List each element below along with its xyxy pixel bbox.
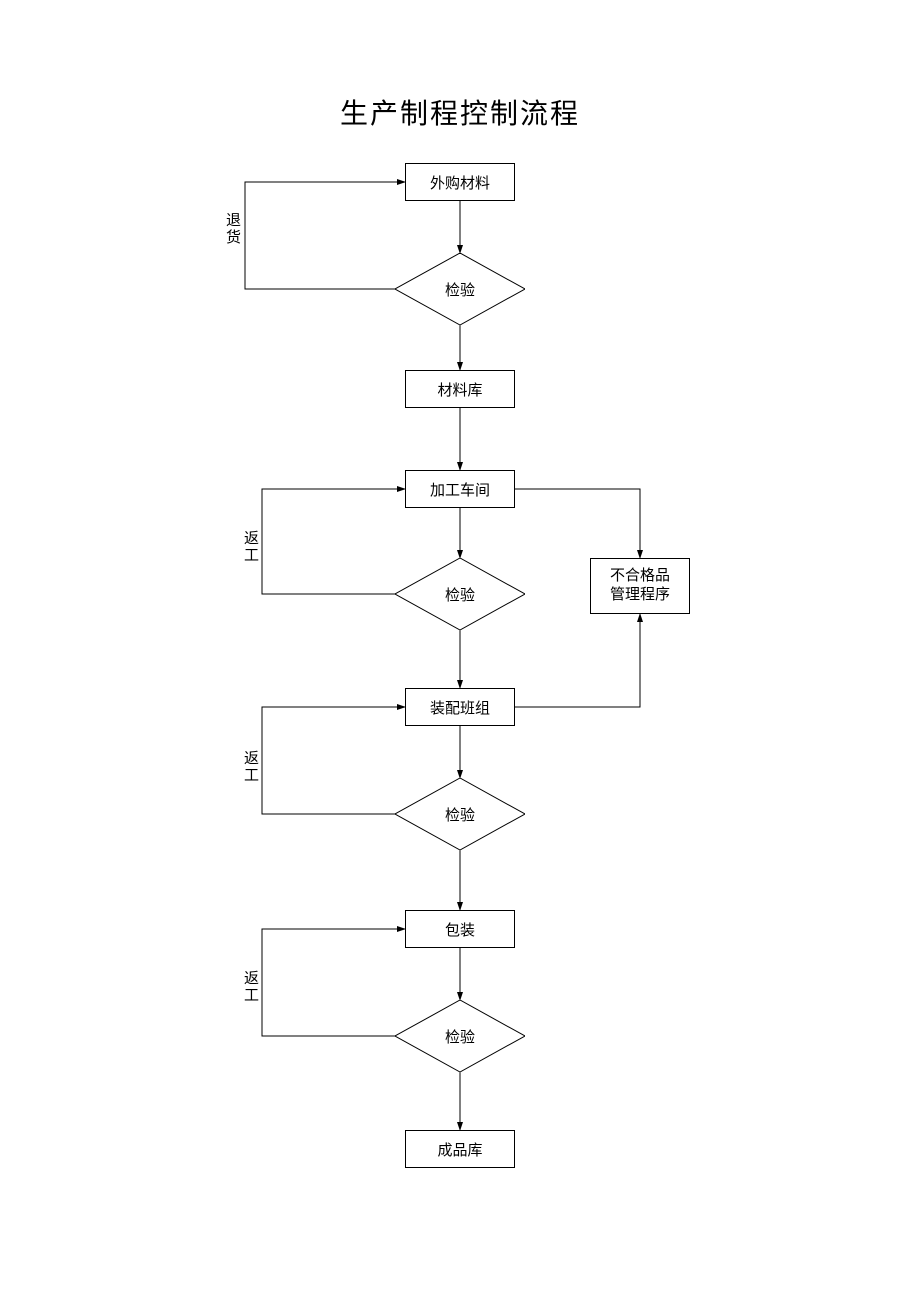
node-inspection-3: 检验: [395, 778, 525, 850]
edge-label-rework-3: 返工: [240, 970, 261, 1004]
node-assembly-team: 装配班组: [405, 688, 515, 726]
node-inspection-4: 检验: [395, 1000, 525, 1072]
node-packaging: 包装: [405, 910, 515, 948]
node-inspection-2: 检验: [395, 558, 525, 630]
edge-label-return-goods: 退货: [222, 212, 243, 246]
node-material-store: 材料库: [405, 370, 515, 408]
node-nonconforming-procedure: 不合格品 管理程序: [590, 558, 690, 614]
edge-label-rework-2: 返工: [240, 750, 261, 784]
node-label: 包装: [445, 919, 475, 940]
node-label: 检验: [445, 1026, 475, 1047]
node-label: 装配班组: [430, 697, 490, 718]
node-label: 不合格品 管理程序: [610, 567, 670, 606]
node-label: 检验: [445, 584, 475, 605]
node-purchase-materials: 外购材料: [405, 163, 515, 201]
node-label: 外购材料: [430, 172, 490, 193]
node-process-workshop: 加工车间: [405, 470, 515, 508]
node-finished-store: 成品库: [405, 1130, 515, 1168]
node-label: 检验: [445, 279, 475, 300]
node-label: 材料库: [437, 379, 482, 400]
page-title: 生产制程控制流程: [0, 92, 920, 132]
node-label: 成品库: [437, 1139, 482, 1160]
edge-label-rework-1: 返工: [240, 530, 261, 564]
node-inspection-1: 检验: [395, 253, 525, 325]
node-label: 加工车间: [430, 479, 490, 500]
node-label: 检验: [445, 804, 475, 825]
